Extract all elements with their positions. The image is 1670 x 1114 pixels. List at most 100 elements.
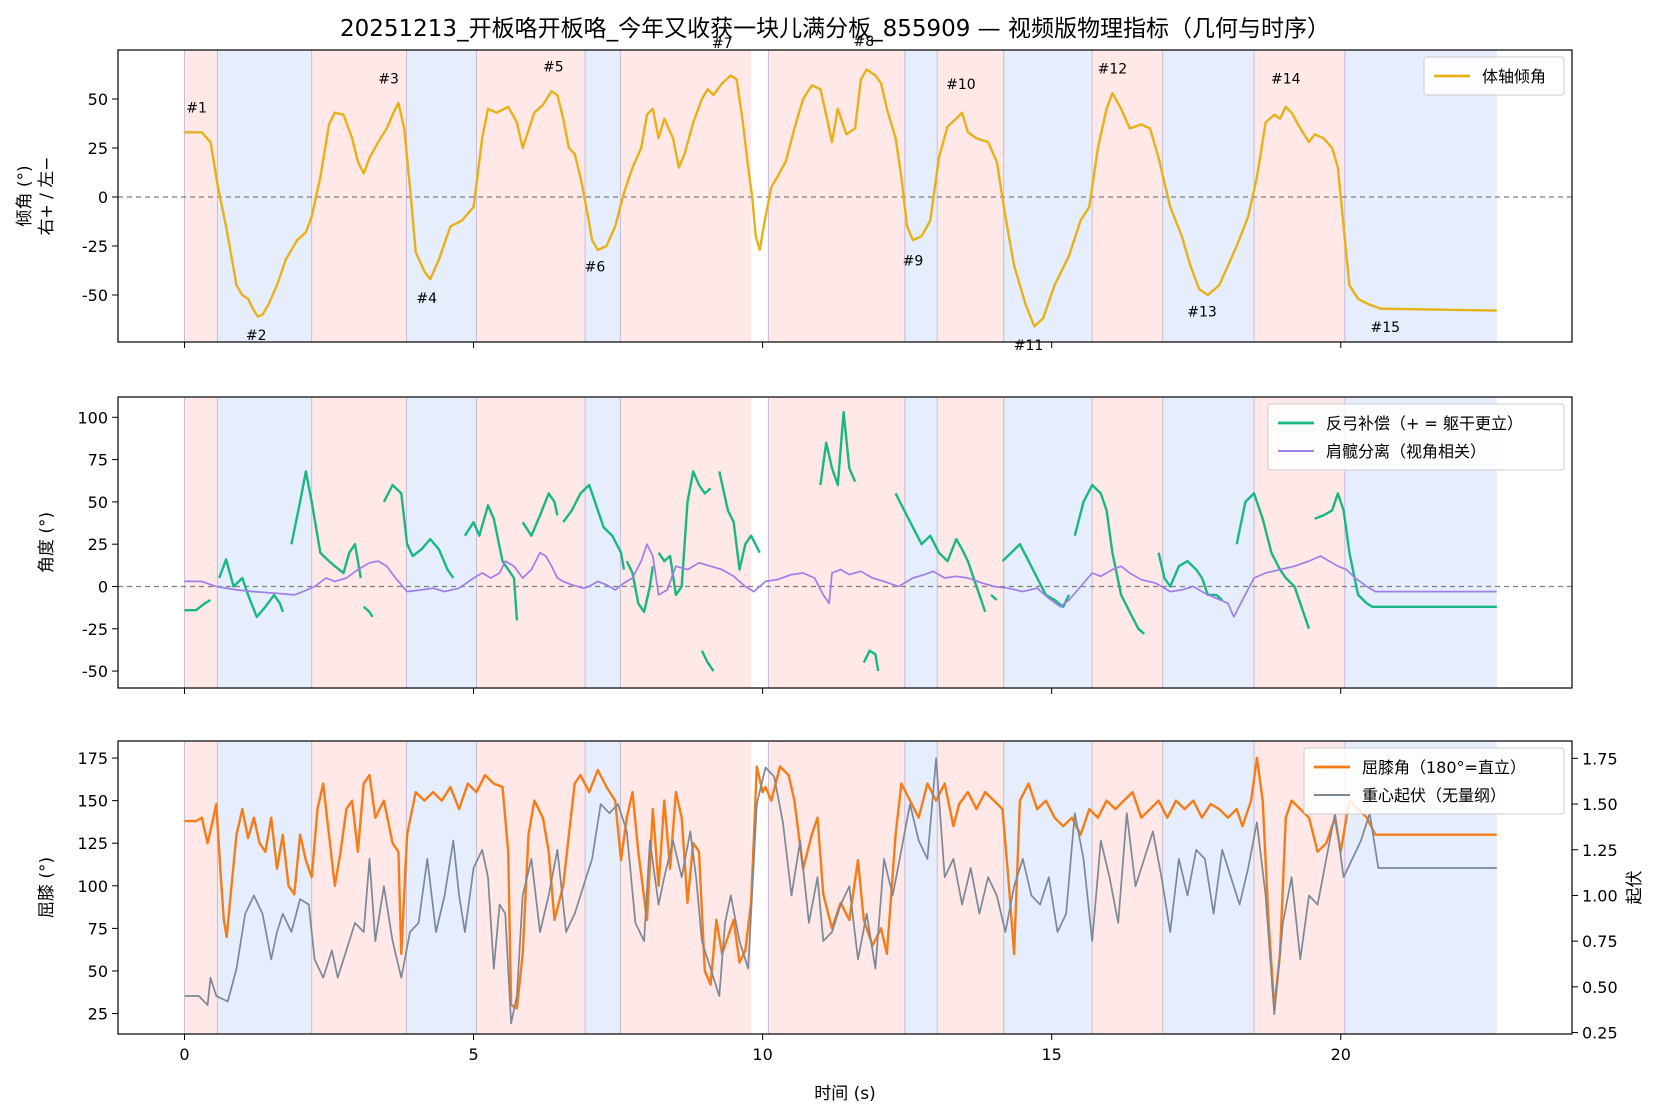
peak-label: #14 — [1271, 71, 1301, 87]
y-right-tick-label: 1.25 — [1582, 841, 1618, 860]
series-line-lean — [184, 68, 1497, 328]
y-tick-label: 175 — [77, 749, 108, 768]
y-tick-label: 25 — [88, 1005, 108, 1024]
phase-band — [1162, 397, 1255, 688]
y-tick-label: 150 — [77, 792, 108, 811]
y-tick-label: 75 — [88, 451, 108, 470]
legend-box — [1303, 747, 1565, 815]
y-tick-label: 100 — [77, 408, 108, 427]
phase-band — [1092, 397, 1163, 688]
y-tick-label: 0 — [98, 577, 108, 596]
peak-label: #2 — [246, 328, 267, 344]
series-line-backbend-seg1 — [184, 598, 212, 612]
phase-band — [1162, 741, 1255, 1034]
legend-entry: 重心起伏（无量纲） — [1362, 786, 1506, 805]
axes-frame — [117, 49, 1573, 343]
series-line-backbend-seg13 — [819, 411, 857, 487]
phase-band — [620, 50, 752, 342]
phase-band — [1344, 50, 1497, 342]
y-tick-label: -25 — [82, 620, 108, 639]
series-line-backbend-seg8 — [562, 483, 626, 570]
y-tick-label: -25 — [82, 237, 108, 256]
series-line-backbend-seg10 — [657, 470, 712, 597]
legend: 屈膝角（180°=直立） 重心起伏（无量纲） — [1303, 747, 1565, 815]
peak-label: #11 — [1014, 338, 1044, 354]
x-tick-label: 20 — [1331, 1045, 1351, 1064]
peak-label: #4 — [416, 291, 437, 307]
series-line-backbend-seg20 — [1235, 492, 1311, 630]
phase-band — [217, 50, 312, 342]
peak-label: #12 — [1098, 62, 1128, 78]
x-axis-label: 时间 (s) — [814, 1084, 876, 1104]
panel-2: -50 -25 0 25 50 75 100 角度 (°) 反弓补偿（+ = 躯干更立） 肩髋分离… — [37, 396, 1573, 694]
series-line-backbend-seg18 — [1073, 483, 1145, 635]
peak-label: #7 — [712, 36, 733, 52]
x-tick-label: 5 — [468, 1045, 478, 1064]
y-axis-label: 右+ / 左− — [37, 156, 57, 235]
y-tick-label: 50 — [88, 90, 108, 109]
series-line-com — [184, 757, 1497, 1025]
y-tick-label: -50 — [82, 662, 108, 681]
phase-band — [937, 50, 1004, 342]
series-line-backbend-seg19 — [1157, 552, 1223, 601]
peak-label: #3 — [378, 71, 399, 87]
phase-band — [1254, 50, 1345, 342]
phase-band — [406, 50, 477, 342]
phase-bands — [183, 50, 1497, 342]
phase-band — [476, 50, 586, 342]
series-line-backbend-seg12 — [718, 471, 761, 571]
peak-label: #13 — [1187, 305, 1217, 321]
phase-bands — [183, 741, 1497, 1034]
legend: 体轴倾角 — [1423, 56, 1565, 96]
series-line-knee — [184, 756, 1497, 1010]
y-right-tick-label: 1.00 — [1582, 886, 1618, 905]
phase-band — [768, 50, 905, 342]
axes-frame — [117, 740, 1573, 1035]
phase-band — [476, 397, 586, 688]
y-tick-label: 0 — [98, 188, 108, 207]
series-line-shoulder — [184, 543, 1497, 618]
phase-band — [904, 50, 938, 342]
panel-3: 2550751001251501750.250.500.751.001.251.… — [37, 740, 1645, 1064]
phase-band — [768, 741, 905, 1034]
phase-band — [1003, 50, 1093, 342]
phase-band — [1092, 741, 1163, 1034]
peak-label: #8 — [853, 34, 874, 50]
series-line-backbend-seg17 — [1001, 543, 1071, 608]
legend-entry: 体轴倾角 — [1482, 67, 1546, 86]
legend-entry: 屈膝角（180°=直立） — [1362, 758, 1526, 777]
chart-title: 20251213_开板咯开板咯_今年又收获一块儿满分板_855909 — 视频版… — [340, 16, 1330, 42]
peak-label: #1 — [186, 101, 207, 117]
phase-band — [904, 741, 938, 1034]
y-right-tick-label: 0.50 — [1582, 978, 1618, 997]
phase-band — [937, 397, 1004, 688]
y-tick-label: 25 — [88, 139, 108, 158]
phase-band — [406, 741, 477, 1034]
peak-label: #10 — [946, 77, 976, 93]
x-tick-label: 15 — [1042, 1045, 1062, 1064]
y-axis-label: 屈膝 (°) — [37, 857, 57, 918]
x-tick-label: 0 — [179, 1045, 189, 1064]
phase-band — [1003, 741, 1093, 1034]
y-tick-label: 25 — [88, 535, 108, 554]
y-tick-label: 50 — [88, 962, 108, 981]
phase-band — [184, 741, 218, 1034]
phase-band — [1092, 50, 1163, 342]
y-tick-label: 125 — [77, 834, 108, 853]
y-tick-label: 50 — [88, 493, 108, 512]
phase-band — [585, 741, 621, 1034]
peak-label: #9 — [903, 254, 924, 270]
legend-box — [1423, 56, 1565, 96]
x-tick-label: 10 — [752, 1045, 772, 1064]
series-line-backbend-seg11 — [700, 650, 715, 672]
y-right-tick-label: 0.75 — [1582, 932, 1618, 951]
y-axis-label: 角度 (°) — [37, 512, 57, 573]
phase-band — [184, 50, 218, 342]
y-right-tick-label: 1.50 — [1582, 795, 1618, 814]
series-line-backbend-seg16 — [990, 593, 998, 601]
phase-band — [1003, 397, 1093, 688]
series-line-backbend-seg2 — [218, 558, 284, 619]
phase-band — [311, 397, 407, 688]
phase-band — [311, 741, 407, 1034]
